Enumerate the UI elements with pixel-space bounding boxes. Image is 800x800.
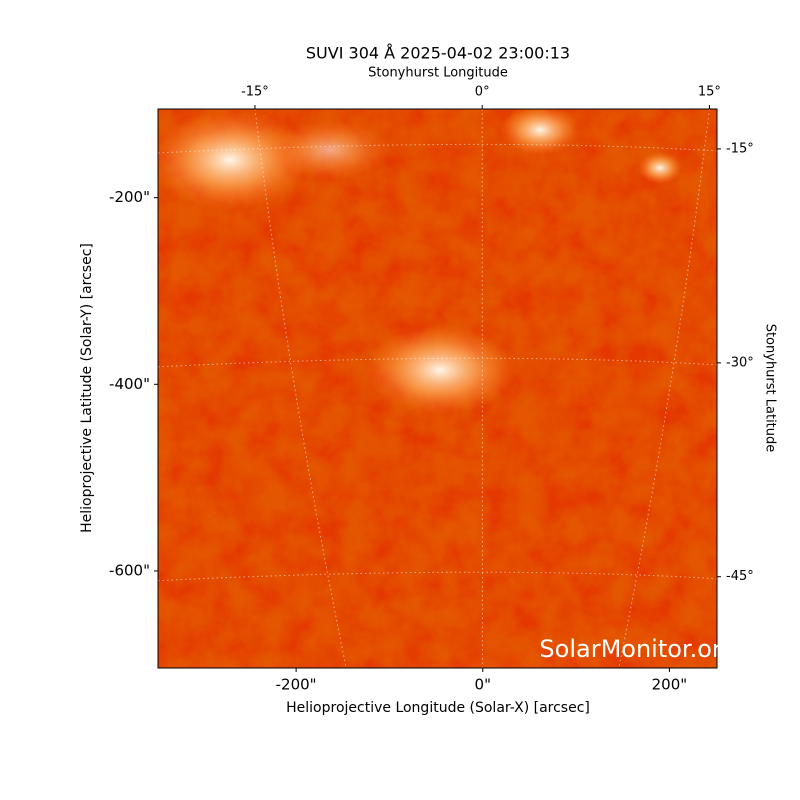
grid-line <box>158 357 717 368</box>
plot-frame <box>157 108 718 669</box>
x-axis-label: Helioprojective Longitude (Solar-X) [arc… <box>286 700 590 716</box>
y2-tick-label: -30° <box>726 355 754 370</box>
solar-image <box>158 109 717 668</box>
x-tick-label: 0" <box>475 676 491 694</box>
x-tick-label: 200" <box>652 676 688 694</box>
x-tick-label: -200" <box>276 676 317 694</box>
y2-tick-label: -15° <box>726 141 754 156</box>
y-axis-label: Helioprojective Latitude (Solar-Y) [arcs… <box>79 243 95 533</box>
grid-line <box>618 109 710 668</box>
y-tick-label: -400" <box>109 375 150 393</box>
y2-axis-label: Stonyhurst Latitude <box>763 324 778 453</box>
x2-axis-label: Stonyhurst Longitude <box>368 66 508 81</box>
y-tick-label: -200" <box>109 188 150 206</box>
x2-tick-label: 15° <box>698 85 721 100</box>
x2-tick-label: 0° <box>475 85 490 100</box>
grid-line <box>254 109 347 668</box>
watermark: SolarMonitor.org <box>539 635 736 663</box>
grid-line <box>158 143 717 154</box>
grid <box>158 109 717 668</box>
y2-tick-label: -45° <box>726 569 754 584</box>
chart-title: SUVI 304 Å 2025-04-02 23:00:13 <box>306 44 570 63</box>
y-tick-label: -600" <box>109 561 150 579</box>
x2-tick-label: -15° <box>241 85 269 100</box>
grid-line <box>158 571 717 582</box>
